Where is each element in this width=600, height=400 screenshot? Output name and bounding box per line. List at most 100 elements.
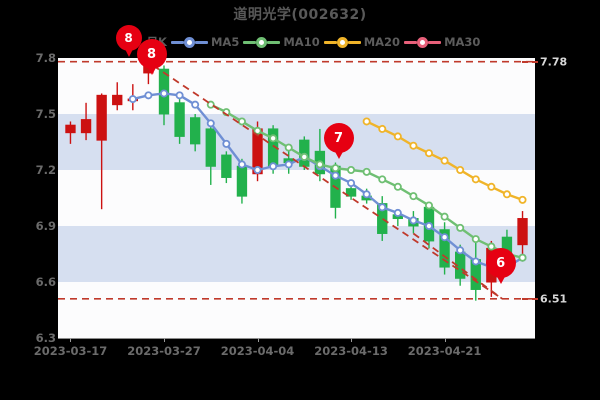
- ma-point-ma10: [518, 253, 527, 262]
- ma-point-ma5: [456, 246, 465, 255]
- ma10-dot-icon: [256, 36, 268, 48]
- ma30-line-icon-2: [428, 40, 442, 44]
- ma-point-ma5: [128, 95, 137, 104]
- balloon-bubble: 7: [323, 123, 354, 154]
- chart-canvas: [58, 60, 535, 301]
- ma-point-ma20: [424, 149, 433, 158]
- balloon-tail-icon: [145, 64, 158, 76]
- candle-body: [205, 128, 216, 167]
- x-tick-mark: [70, 338, 72, 342]
- price-tag-dash: [522, 60, 538, 63]
- ma-point-ma5: [424, 221, 433, 230]
- ma-point-ma5: [362, 190, 371, 199]
- ma30-line-icon: [404, 40, 418, 44]
- x-axis-line: [58, 338, 535, 339]
- ma-point-ma5: [237, 160, 246, 169]
- balloon-tail-icon: [494, 273, 507, 285]
- legend-item-ma20[interactable]: MA20: [323, 35, 404, 49]
- ma-point-ma5: [378, 203, 387, 212]
- balloon-8-icon: 8: [115, 25, 142, 57]
- balloon-marker-6[interactable]: 6: [485, 248, 516, 285]
- x-tick-mark: [164, 338, 165, 342]
- ma-point-ma10: [284, 143, 293, 152]
- x-tick-label: 2023-03-17: [33, 344, 108, 358]
- ma-point-ma20: [502, 190, 511, 199]
- ma-point-ma5: [191, 100, 200, 109]
- candle-body: [80, 119, 92, 134]
- legend-marker-8: 8: [115, 25, 144, 57]
- ma-point-ma20: [440, 156, 449, 165]
- ma-point-ma10: [393, 182, 402, 191]
- ma-point-ma10: [424, 201, 433, 210]
- ma20-dot-icon: [336, 36, 348, 48]
- x-tick-mark: [257, 338, 259, 342]
- legend-label-ma30: MA30: [444, 35, 481, 49]
- legend-label-ma10: MA10: [283, 35, 320, 49]
- y-tick-label: 7.2: [35, 163, 56, 177]
- page-title: 道明光学(002632): [233, 7, 367, 23]
- ma-point-ma5: [284, 160, 293, 169]
- ma20-line-icon: [323, 40, 337, 44]
- ma-point-ma10: [409, 192, 418, 201]
- ma-point-ma5: [222, 139, 231, 148]
- ma-point-ma5: [440, 233, 449, 242]
- ma-point-ma10: [237, 117, 246, 126]
- candle-body: [517, 218, 528, 246]
- ma-point-ma5: [269, 162, 278, 171]
- ma-point-ma20: [471, 175, 480, 184]
- balloon-tail-icon: [332, 148, 345, 160]
- ma-point-ma10: [315, 160, 324, 169]
- annotation-trendline: [412, 232, 503, 300]
- ma-point-ma10: [362, 167, 371, 176]
- ma-point-ma5: [253, 166, 262, 175]
- ma-point-ma5: [175, 91, 184, 100]
- ma-point-ma5: [471, 257, 480, 266]
- ma-point-ma5: [409, 216, 418, 225]
- plot-clip: [58, 58, 535, 338]
- candle-body: [345, 188, 357, 197]
- ma10-line-icon: [243, 40, 257, 44]
- legend-item-ma5[interactable]: MA5: [170, 35, 243, 49]
- ma-point-ma20: [487, 182, 496, 191]
- ma30-dot-icon: [417, 36, 429, 48]
- ma-point-ma10: [456, 223, 465, 232]
- candle-body: [112, 94, 123, 106]
- legend-label-ma20: MA20: [363, 35, 401, 49]
- x-tick-mark: [351, 338, 353, 342]
- candle-body: [174, 102, 185, 137]
- ma-point-ma10: [269, 134, 278, 143]
- ma-point-ma10: [347, 166, 356, 175]
- ma-point-ma20: [456, 166, 465, 175]
- ma5-line-icon: [170, 40, 184, 44]
- balloon-marker-8[interactable]: 8: [136, 39, 167, 76]
- plot-area: [58, 58, 535, 338]
- x-tick-label: 2023-04-13: [314, 344, 388, 358]
- ma-point-ma10: [331, 164, 340, 173]
- ma-point-ma5: [206, 119, 215, 128]
- candle-body: [96, 94, 107, 141]
- ma-point-ma10: [471, 235, 480, 244]
- ma-point-ma20: [362, 117, 371, 126]
- candle-body: [236, 165, 248, 197]
- ma-point-ma5: [144, 91, 153, 100]
- ma-point-ma5: [347, 179, 356, 188]
- ma-point-ma10: [300, 152, 309, 161]
- y-tick-label: 6.6: [35, 275, 56, 289]
- ma-point-ma10: [487, 242, 496, 251]
- price-tag-label: 7.78: [540, 55, 568, 69]
- ma-point-ma20: [409, 141, 418, 150]
- ma5-line-icon-2: [194, 40, 208, 44]
- legend-item-ma10[interactable]: MA10: [243, 35, 323, 49]
- balloon-tail-icon: [123, 47, 134, 57]
- balloon-marker-7[interactable]: 7: [323, 123, 354, 160]
- ma-point-ma10: [440, 212, 449, 221]
- legend-item-ma30[interactable]: MA30: [404, 35, 484, 49]
- ma-point-ma20: [378, 124, 387, 133]
- ma10-line-icon-2: [267, 40, 281, 44]
- ma20-line-icon-2: [347, 40, 361, 44]
- ma-point-ma5: [331, 171, 340, 180]
- ma-point-ma10: [206, 100, 215, 109]
- candle-body: [439, 229, 450, 268]
- ma-point-ma10: [378, 175, 387, 184]
